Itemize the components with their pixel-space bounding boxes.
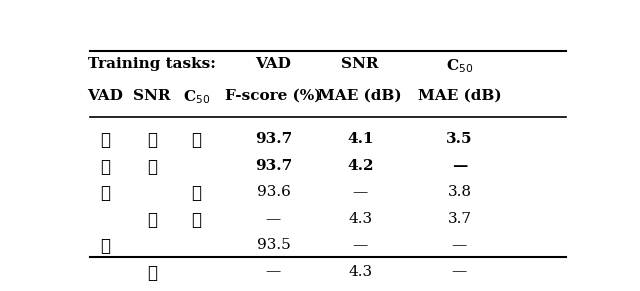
Text: 3.8: 3.8 — [447, 185, 472, 199]
Text: —: — — [266, 265, 281, 278]
Text: SNR: SNR — [342, 57, 379, 71]
Text: VAD: VAD — [87, 89, 123, 103]
Text: ✓: ✓ — [100, 185, 110, 202]
Text: MAE (dB): MAE (dB) — [418, 89, 501, 103]
Text: SNR: SNR — [133, 89, 171, 103]
Text: 4.1: 4.1 — [347, 132, 374, 146]
Text: —: — — [353, 185, 368, 199]
Text: —: — — [452, 159, 467, 173]
Text: 3.5: 3.5 — [446, 132, 473, 146]
Text: 93.5: 93.5 — [257, 238, 291, 252]
Text: ✓: ✓ — [147, 265, 157, 282]
Text: 93.7: 93.7 — [255, 132, 292, 146]
Text: ✓: ✓ — [191, 185, 202, 202]
Text: 4.3: 4.3 — [348, 212, 372, 226]
Text: ✓: ✓ — [100, 238, 110, 255]
Text: 4.2: 4.2 — [347, 159, 374, 173]
Text: —: — — [452, 238, 467, 252]
Text: ✓: ✓ — [100, 132, 110, 149]
Text: ✓: ✓ — [191, 132, 202, 149]
Text: 93.7: 93.7 — [255, 159, 292, 173]
Text: 93.6: 93.6 — [257, 185, 291, 199]
Text: —: — — [266, 212, 281, 226]
Text: 4.3: 4.3 — [348, 265, 372, 278]
Text: —: — — [452, 265, 467, 278]
Text: Training tasks:: Training tasks: — [88, 57, 216, 71]
Text: ✓: ✓ — [147, 159, 157, 176]
Text: ✓: ✓ — [147, 212, 157, 229]
Text: 3.7: 3.7 — [447, 212, 472, 226]
Text: C$_{50}$: C$_{50}$ — [446, 57, 473, 75]
Text: MAE (dB): MAE (dB) — [319, 89, 402, 103]
Text: ✓: ✓ — [147, 132, 157, 149]
Text: F-score (%): F-score (%) — [225, 89, 322, 103]
Text: ✓: ✓ — [191, 212, 202, 229]
Text: VAD: VAD — [255, 57, 291, 71]
Text: C$_{50}$: C$_{50}$ — [183, 89, 210, 107]
Text: ✓: ✓ — [100, 159, 110, 176]
Text: —: — — [353, 238, 368, 252]
